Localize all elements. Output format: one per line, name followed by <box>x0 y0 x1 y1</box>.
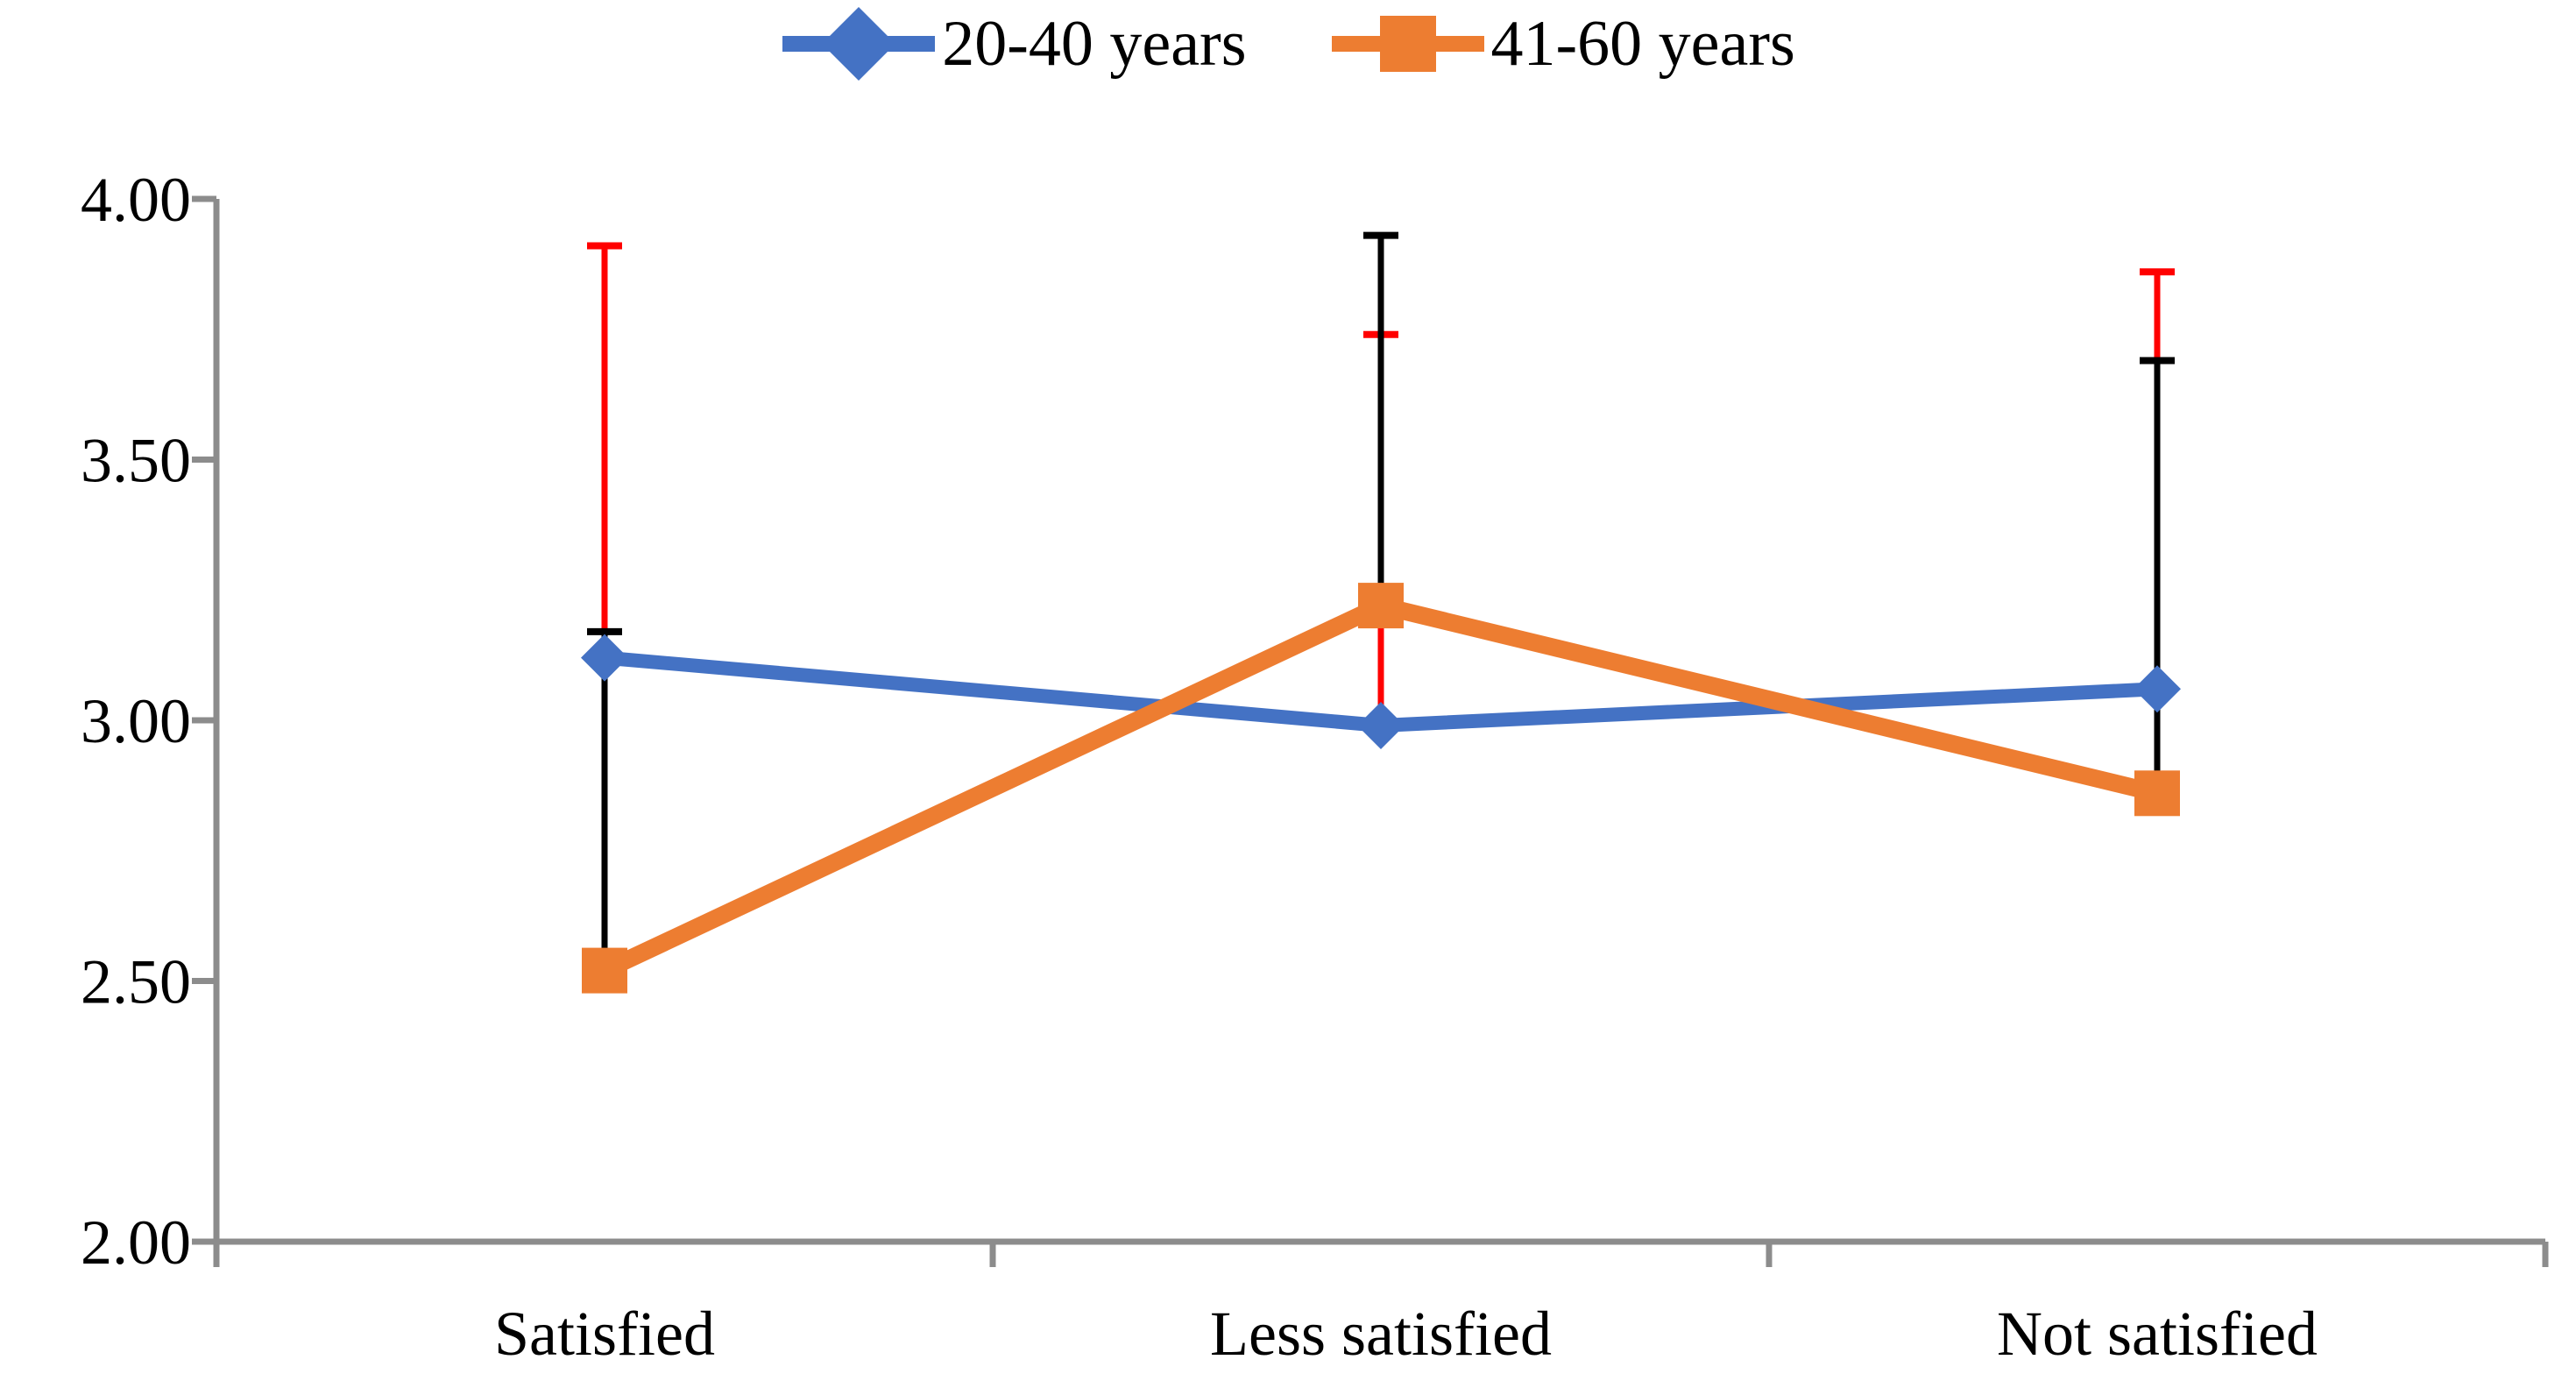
x-category-label: Satisfied <box>494 1299 715 1369</box>
legend-label: 41-60 years <box>1490 8 1795 80</box>
legend-label: 20-40 years <box>942 8 1247 80</box>
y-tick-label: 3.00 <box>81 686 191 756</box>
legend-line-diamond-icon <box>782 7 936 81</box>
data-point-square <box>582 947 627 994</box>
legend-item-20-40-years: 20-40 years <box>781 2 1247 86</box>
chart-legend: 20-40 years 41-60 years <box>0 0 2576 88</box>
data-point-square <box>2134 770 2180 817</box>
data-point-diamond <box>1357 701 1405 749</box>
data-point-diamond <box>581 634 628 682</box>
y-tick-label: 2.00 <box>81 1207 191 1278</box>
x-category-label: Not satisfied <box>1997 1299 2318 1369</box>
x-category-label: Less satisfied <box>1210 1299 1552 1369</box>
data-point-square <box>1358 583 1404 629</box>
data-point-diamond <box>2134 665 2181 713</box>
y-tick-label: 2.50 <box>81 947 191 1017</box>
y-tick-label: 4.00 <box>81 165 191 235</box>
legend-item-41-60-years: 41-60 years <box>1330 2 1795 86</box>
legend-line-square-icon <box>1331 16 1484 72</box>
y-tick-label: 3.50 <box>81 426 191 496</box>
